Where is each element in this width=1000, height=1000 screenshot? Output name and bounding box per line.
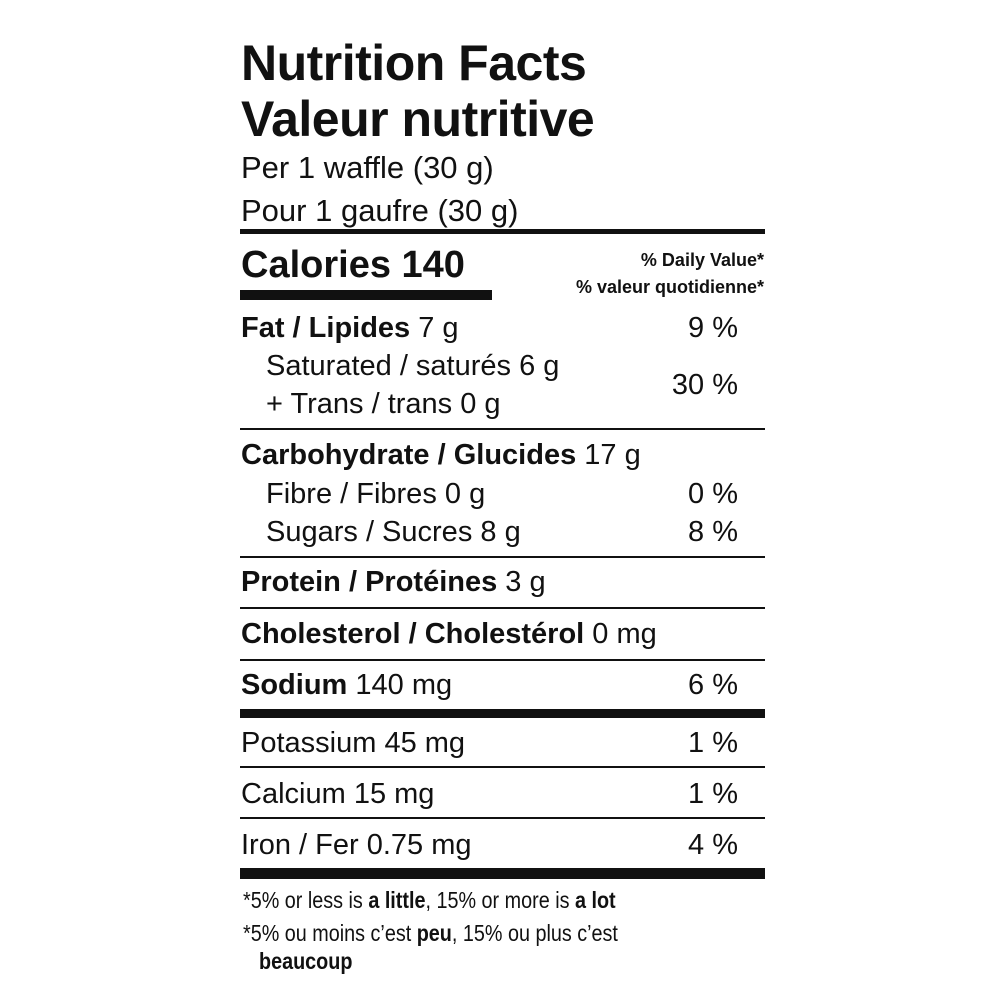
calories-bar <box>240 290 492 300</box>
serving-size-fr: Pour 1 gaufre (30 g) <box>241 193 519 228</box>
thick-divider <box>240 709 765 718</box>
calcium-row: Calcium 15 mg <box>241 778 435 810</box>
daily-value-header-en: % Daily Value* <box>640 250 764 270</box>
divider <box>240 229 765 234</box>
footnote-en: *5% or less is a little, 15% or more is … <box>243 887 616 913</box>
fibre-row: Fibre / Fibres 0 g <box>266 478 486 510</box>
serving-size-en: Per 1 waffle (30 g) <box>241 150 494 185</box>
saturated-trans-dv: 30 % <box>671 369 738 401</box>
divider <box>240 428 765 430</box>
sugars-dv: 8 % <box>688 516 738 548</box>
divider <box>240 607 765 609</box>
divider <box>240 817 765 819</box>
fat-row: Fat / Lipides 7 g <box>241 312 459 344</box>
divider <box>240 556 765 558</box>
cholesterol-row: Cholesterol / Cholestérol 0 mg <box>241 618 657 650</box>
protein-row: Protein / Protéines 3 g <box>241 566 546 598</box>
trans-row: + Trans / trans 0 g <box>266 388 501 420</box>
fat-dv: 9 % <box>688 312 738 344</box>
fibre-dv: 0 % <box>688 478 738 510</box>
saturated-row: Saturated / saturés 6 g <box>266 350 560 382</box>
footnote-fr: *5% ou moins c’est peu, 15% ou plus c’es… <box>243 920 618 946</box>
carbohydrate-row: Carbohydrate / Glucides 17 g <box>241 439 641 471</box>
divider <box>240 659 765 661</box>
calcium-dv: 1 % <box>688 778 738 810</box>
potassium-row: Potassium 45 mg <box>241 727 466 759</box>
iron-dv: 4 % <box>688 829 738 861</box>
iron-row: Iron / Fer 0.75 mg <box>241 829 472 861</box>
footnote-fr-continued: beaucoup <box>259 948 353 974</box>
sodium-row: Sodium 140 mg <box>241 669 453 701</box>
title-en: Nutrition Facts <box>241 35 587 91</box>
thick-divider <box>240 868 765 879</box>
sodium-dv: 6 % <box>688 669 738 701</box>
calories: Calories 140 <box>241 244 465 286</box>
potassium-dv: 1 % <box>688 727 738 759</box>
divider <box>240 766 765 768</box>
sugars-row: Sugars / Sucres 8 g <box>266 516 521 548</box>
title-fr: Valeur nutritive <box>241 91 595 147</box>
daily-value-header-fr: % valeur quotidienne* <box>575 277 764 297</box>
